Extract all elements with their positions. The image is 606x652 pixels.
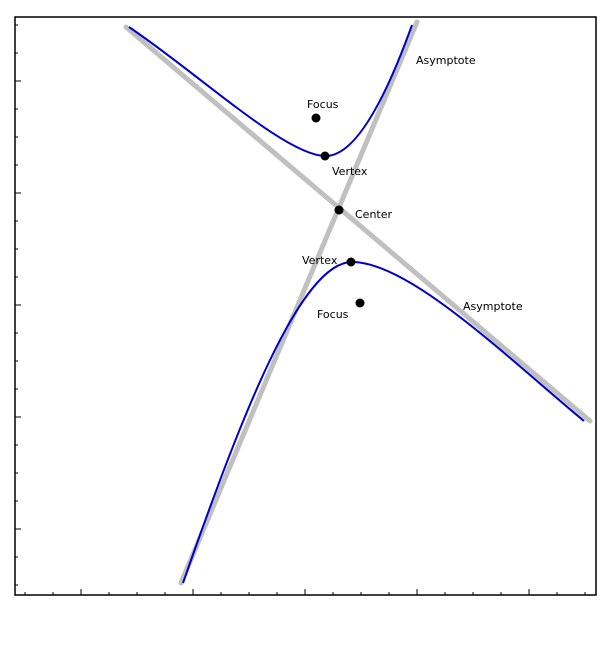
hyperbola-branch-lower xyxy=(182,260,585,584)
asymptote-line-ascending xyxy=(178,19,420,586)
focus-point-lower xyxy=(355,298,365,308)
vertex-point-upper xyxy=(320,151,330,161)
asymptote-line-descending xyxy=(123,24,593,424)
asymptote-label-upper: Asymptote xyxy=(416,54,476,67)
tick-marks xyxy=(15,24,586,595)
asymptote-label-lower: Asymptote xyxy=(463,300,523,313)
vertex-point-lower xyxy=(346,257,356,267)
vertex-label-upper: Vertex xyxy=(332,165,368,178)
center-label: Center xyxy=(355,208,393,221)
focus-label-upper: Focus xyxy=(307,98,339,111)
focus-point-upper xyxy=(311,113,321,123)
vertex-label-lower: Vertex xyxy=(302,254,338,267)
center-point xyxy=(334,205,344,215)
focus-label-lower: Focus xyxy=(317,308,349,321)
